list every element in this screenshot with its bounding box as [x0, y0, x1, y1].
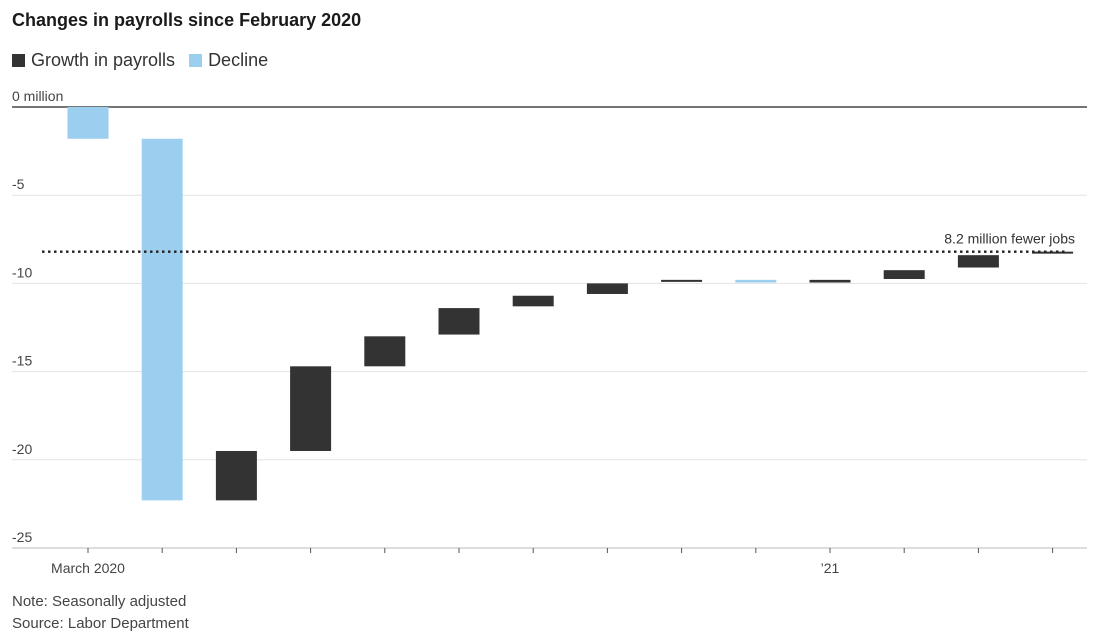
- bar-decline: [67, 107, 109, 139]
- y-tick-label: -20: [12, 441, 32, 457]
- bar-growth: [290, 366, 332, 451]
- bar-growth: [883, 270, 925, 279]
- bar-growth: [1032, 251, 1074, 254]
- bar-decline: [735, 279, 777, 283]
- bar-growth: [364, 336, 406, 367]
- legend-swatch-decline: [189, 54, 203, 67]
- y-tick-label: -15: [12, 353, 32, 369]
- x-tick-label: ’21: [821, 560, 840, 576]
- bar-growth: [438, 308, 480, 335]
- bar-decline: [141, 138, 183, 501]
- bar-growth: [512, 295, 554, 307]
- legend-swatch-growth: [12, 54, 25, 67]
- bar-growth: [215, 450, 257, 501]
- bar-growth: [586, 283, 628, 294]
- y-tick-label: 0 million: [12, 88, 63, 104]
- note-text: Note: Seasonally adjusted: [12, 593, 187, 610]
- legend-item-decline: Decline: [189, 50, 268, 71]
- y-tick-label: -10: [12, 264, 32, 280]
- y-tick-label: -25: [12, 529, 32, 545]
- chart-title: Changes in payrolls since February 2020: [12, 10, 362, 30]
- y-tick-label: -5: [12, 176, 25, 192]
- legend-item-growth: Growth in payrolls: [12, 50, 175, 71]
- source-text: Source: Labor Department: [12, 615, 189, 632]
- bar-growth: [957, 255, 999, 268]
- legend-label-decline: Decline: [208, 50, 269, 70]
- x-tick-label: March 2020: [51, 560, 125, 576]
- legend: Growth in payrolls Decline: [12, 50, 282, 71]
- bar-growth: [661, 279, 703, 282]
- bar-growth: [809, 279, 851, 283]
- reference-line-label: 8.2 million fewer jobs: [944, 231, 1075, 247]
- legend-label-growth: Growth in payrolls: [31, 50, 176, 70]
